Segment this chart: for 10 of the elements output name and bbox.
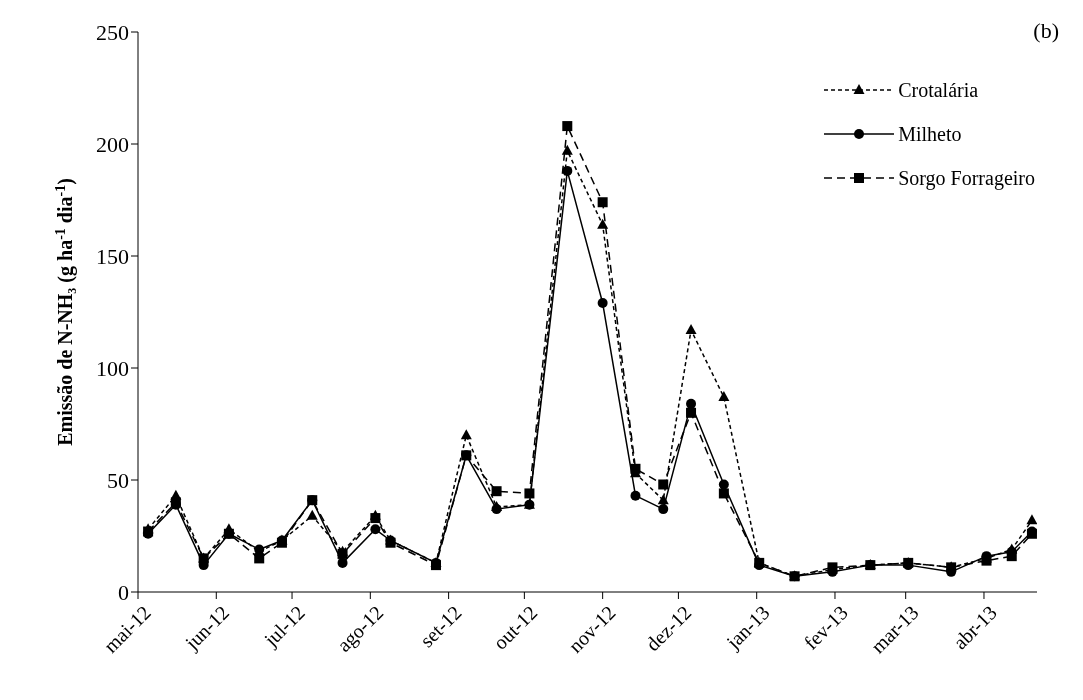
legend-label: Milheto: [898, 122, 962, 146]
y-tick-label: 250: [96, 19, 129, 45]
y-tick-label: 200: [96, 131, 129, 157]
annotation: (b): [1033, 18, 1059, 44]
legend-label: Sorgo Forrageiro: [898, 166, 1035, 190]
y-tick-label: 50: [107, 467, 129, 493]
y-tick-label: 150: [96, 243, 129, 269]
legend-label: Crotalária: [898, 78, 979, 102]
y-tick-label: 100: [96, 355, 129, 381]
y-tick-label: 0: [118, 579, 129, 605]
